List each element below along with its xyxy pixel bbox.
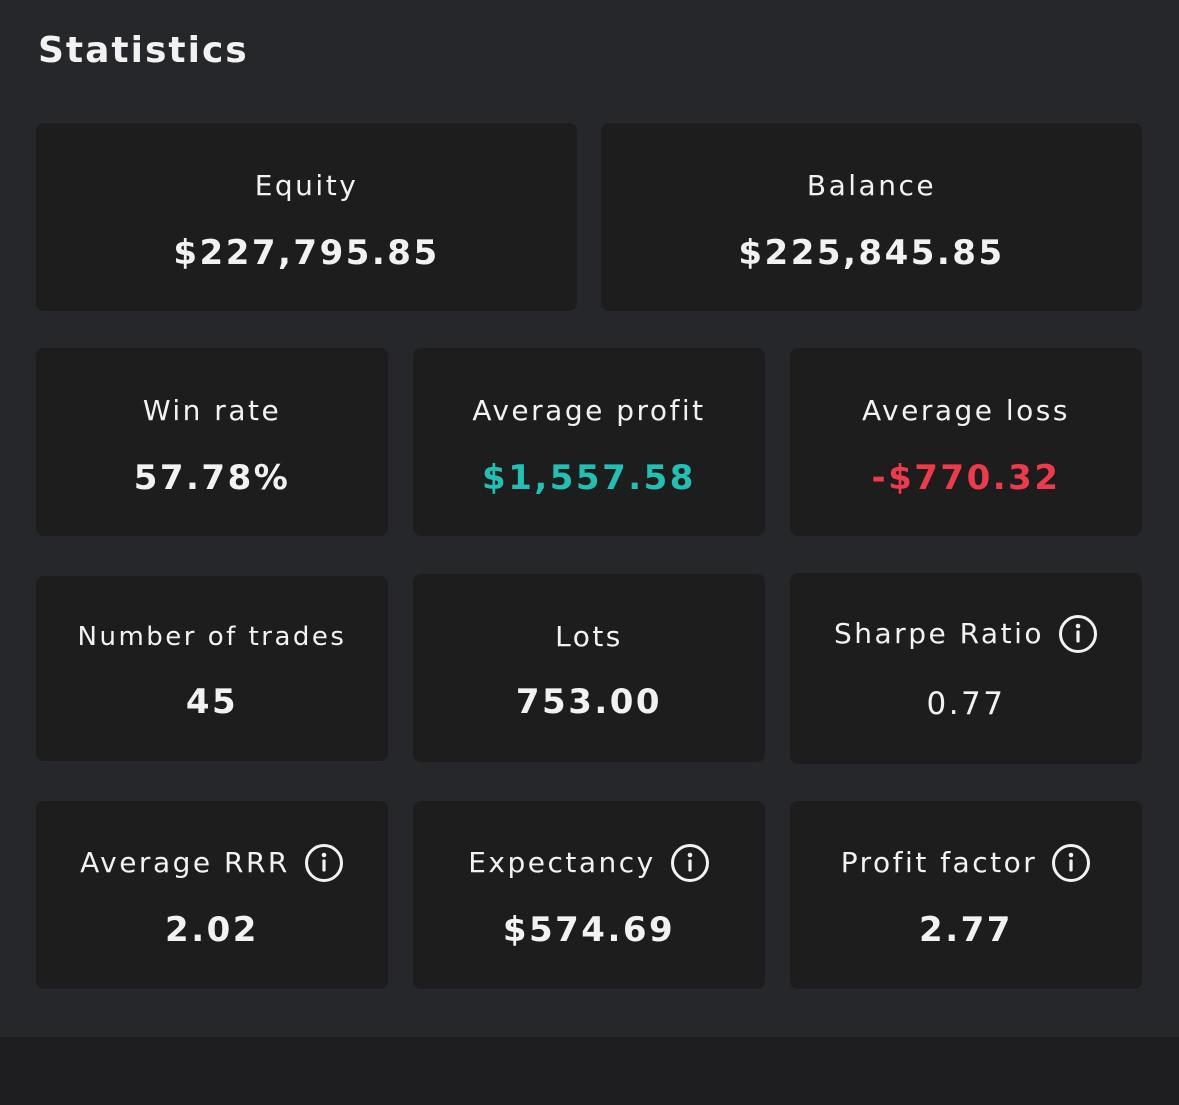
stat-label-text: Sharpe Ratio [834, 617, 1044, 650]
stat-value: 2.02 [165, 910, 259, 950]
stat-card: Win rate 57.78% [36, 348, 388, 536]
stat-label-text: Expectancy [468, 846, 656, 879]
stat-value: $1,557.58 [482, 458, 696, 498]
stat-card: Average profit $1,557.58 [413, 348, 765, 536]
info-icon[interactable] [304, 843, 344, 883]
stat-card: Average RRR 2.02 [36, 801, 388, 989]
stat-value: 0.77 [926, 686, 1006, 722]
stat-value: $227,795.85 [173, 233, 440, 273]
stat-label: Expectancy [413, 840, 765, 886]
info-icon[interactable] [1058, 614, 1098, 654]
stat-label-text: Average RRR [80, 846, 290, 879]
stat-label: Average RRR [36, 840, 388, 886]
stat-card: Balance $225,845.85 [601, 123, 1142, 311]
stat-label: Profit factor [790, 840, 1142, 886]
stat-label: Balance [601, 163, 1142, 209]
stat-label-text: Number of trades [77, 622, 347, 652]
stat-label-text: Balance [806, 169, 937, 202]
stat-label-text: Average loss [862, 394, 1070, 427]
stat-label: Sharpe Ratio [790, 611, 1142, 657]
stat-card: Expectancy $574.69 [413, 801, 765, 989]
stat-value: $574.69 [502, 910, 676, 950]
stat-label: Average profit [413, 388, 765, 434]
stat-value: $225,845.85 [738, 233, 1005, 273]
stat-card: Profit factor 2.77 [790, 801, 1142, 989]
stat-value: -$770.32 [871, 458, 1061, 498]
stat-label-text: Win rate [142, 394, 282, 427]
info-icon[interactable] [1051, 843, 1091, 883]
stat-value: 45 [185, 682, 239, 722]
stat-label-text: Equity [254, 169, 359, 202]
title: Statistics [38, 30, 249, 71]
stat-label: Equity [36, 163, 577, 209]
stat-card: Average loss -$770.32 [790, 348, 1142, 536]
stat-value: 2.77 [919, 910, 1013, 950]
stat-card: Number of trades 45 [36, 576, 388, 761]
stat-label-text: Average profit [472, 394, 706, 427]
stat-label: Average loss [790, 388, 1142, 434]
statistics-panel: Statistics Equity $227,795.85 Balance $2… [36, 30, 1142, 989]
stat-value: 753.00 [515, 682, 663, 722]
stat-card: Equity $227,795.85 [36, 123, 577, 311]
stat-label: Number of trades [36, 614, 388, 660]
info-icon[interactable] [670, 843, 710, 883]
stat-card: Sharpe Ratio 0.77 [790, 573, 1142, 764]
stat-label-text: Lots [555, 620, 623, 653]
stat-label: Win rate [36, 388, 388, 434]
stat-value: 57.78% [133, 458, 291, 498]
stat-label: Lots [413, 614, 765, 660]
stat-label-text: Profit factor [840, 846, 1038, 879]
stat-card: Lots 753.00 [413, 574, 765, 762]
